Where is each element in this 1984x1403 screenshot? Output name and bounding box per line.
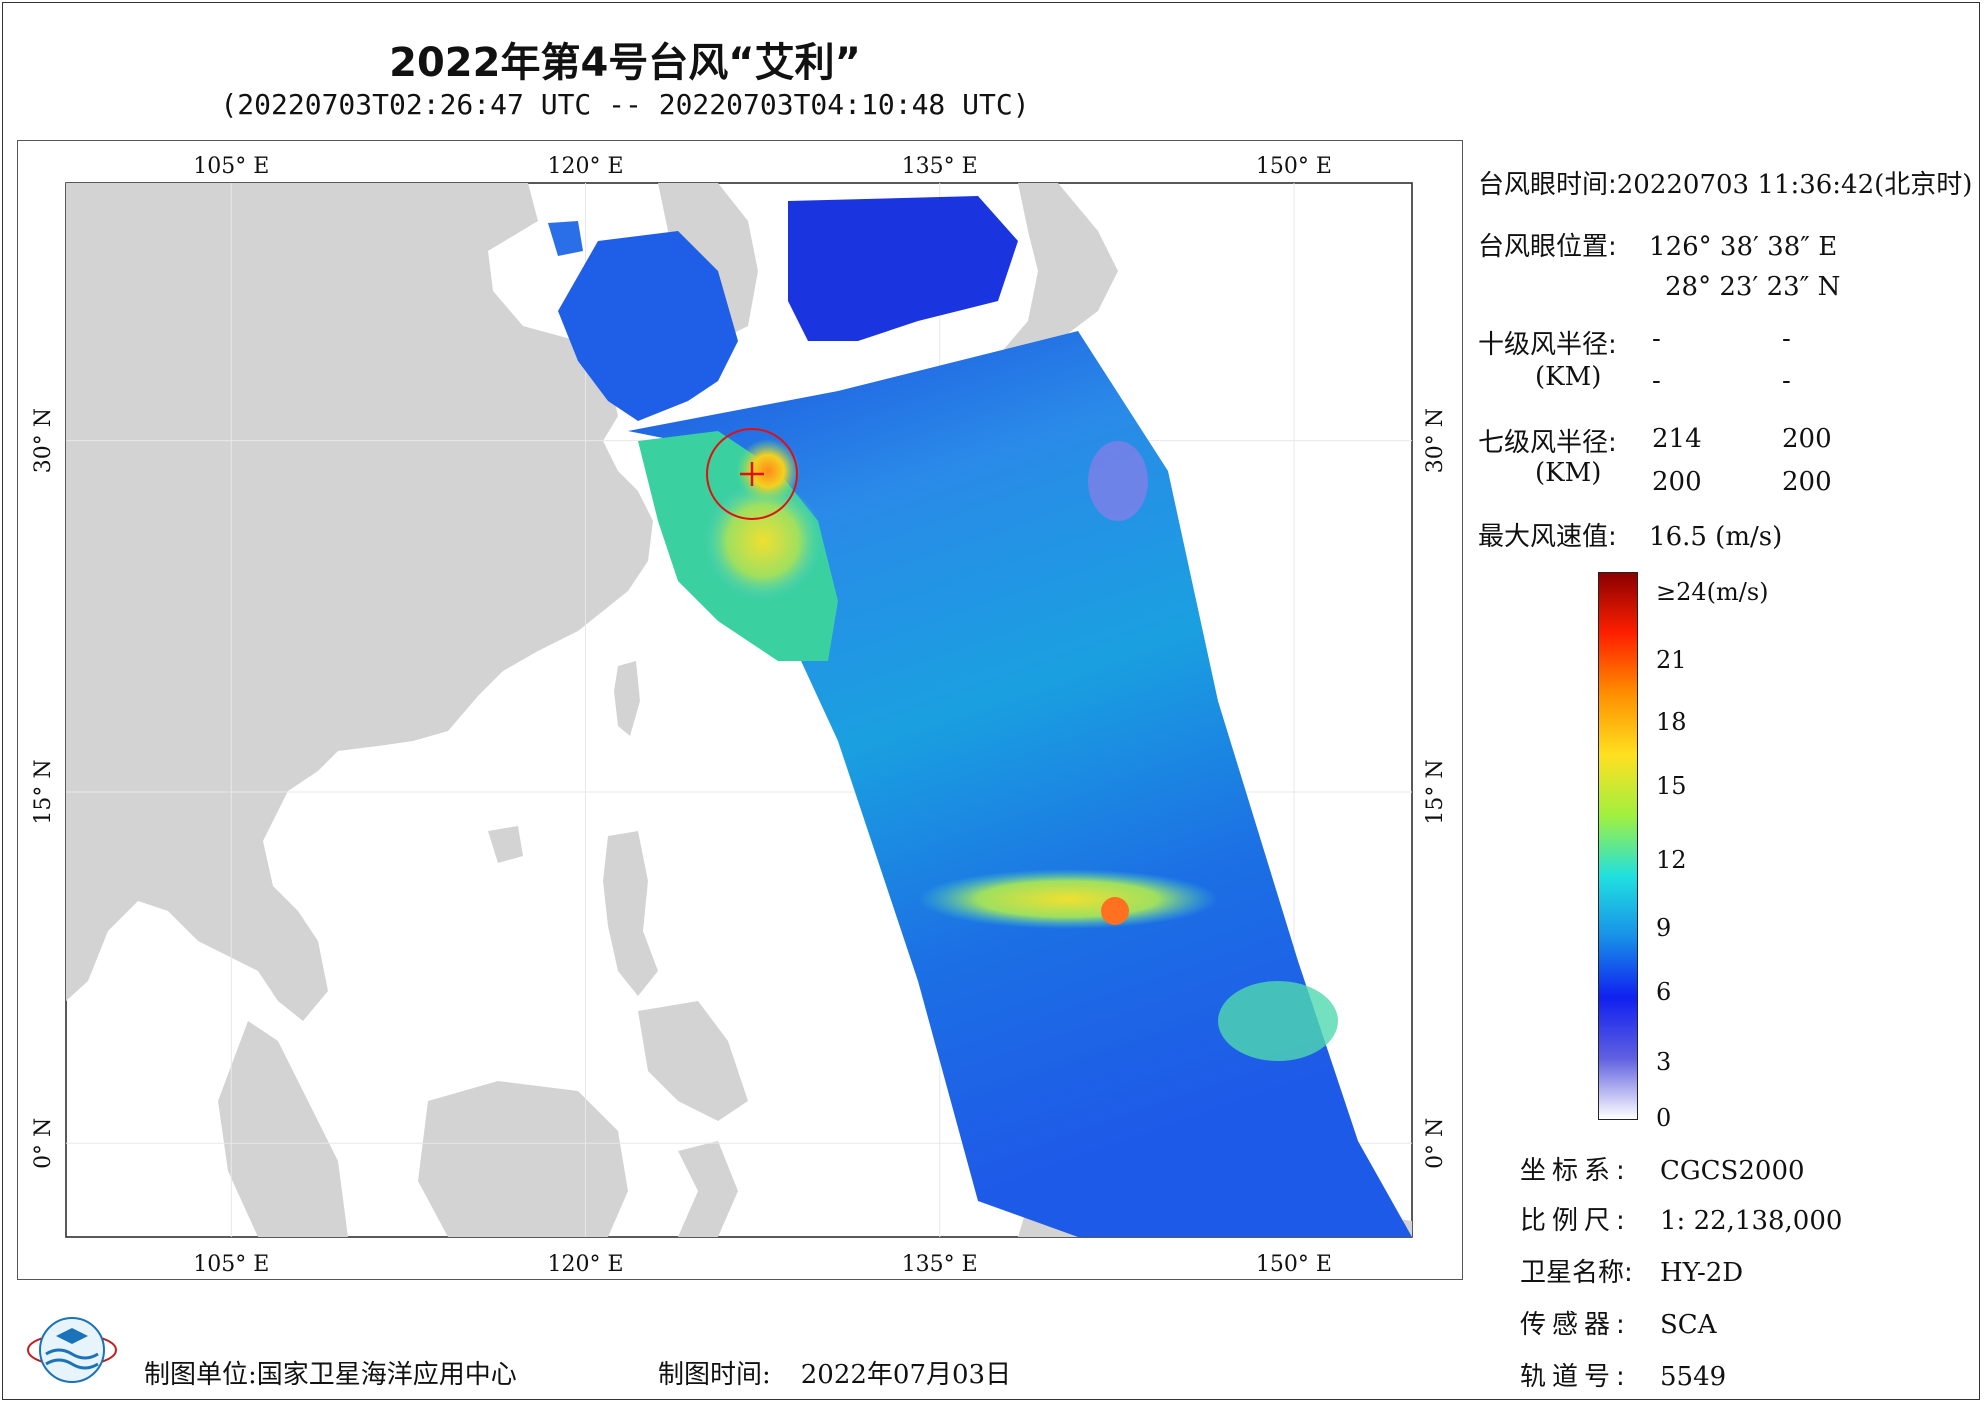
- lon-tick-label-top: 135° E: [902, 154, 978, 179]
- scale-label: 比例尺:: [1520, 1206, 1631, 1236]
- seven-level-wind-circle: [706, 428, 798, 520]
- colorbar-label-24: ≥24(m/s): [1656, 578, 1769, 606]
- wind-field-map[interactable]: 105° E 105° E 120° E 120° E 135° E 135° E 150°…: [18, 141, 1464, 1281]
- colorbar-label-21: 21: [1656, 646, 1687, 674]
- r10-unit: (KM): [1535, 362, 1602, 392]
- r10-value-2: -: [1782, 324, 1791, 354]
- map-panel: 105° E 105° E 120° E 120° E 135° E 135° E 150°…: [17, 140, 1463, 1280]
- max-wind-value: 16.5 (m/s): [1649, 522, 1783, 552]
- r7-value-3: 200: [1652, 467, 1702, 497]
- colorbar-label-9: 9: [1656, 914, 1672, 942]
- typhoon-eye-marker: [740, 462, 764, 486]
- orbit-value: 5549: [1660, 1362, 1727, 1392]
- lon-tick-label-bottom: 120° E: [547, 1252, 623, 1277]
- wind-speed-colorbar: [1598, 572, 1638, 1120]
- orbit-label: 轨道号:: [1520, 1362, 1631, 1392]
- page-title: 2022年第4号台风“艾利”: [389, 40, 861, 86]
- eye-longitude: 126° 38′ 38″ E: [1649, 232, 1838, 262]
- lat-tick-label-left: 30° N: [31, 408, 56, 473]
- eye-time-label: 台风眼时间:: [1478, 170, 1617, 200]
- lat-tick-label-right: 0° N: [1423, 1118, 1448, 1169]
- sensor-label: 传感器:: [1520, 1310, 1631, 1340]
- eye-latitude: 28° 23′ 23″ N: [1665, 272, 1841, 302]
- lon-tick-label-bottom: 105° E: [193, 1252, 269, 1277]
- eye-time-value: 20220703 11:36:42(北京时): [1616, 170, 1973, 200]
- sensor-value: SCA: [1660, 1310, 1717, 1340]
- r7-value-2: 200: [1782, 424, 1832, 454]
- r10-value-3: -: [1652, 366, 1661, 396]
- satellite-value: HY-2D: [1660, 1258, 1744, 1288]
- r7-value-4: 200: [1782, 467, 1832, 497]
- lat-tick-label-right: 30° N: [1423, 408, 1448, 473]
- r10-value-4: -: [1782, 366, 1791, 396]
- r10-label: 十级风半径:: [1478, 330, 1617, 360]
- lat-tick-label-left: 15° N: [31, 759, 56, 824]
- colorbar-label-0: 0: [1656, 1104, 1672, 1132]
- lon-tick-label-top: 105° E: [193, 154, 269, 179]
- colorbar-label-18: 18: [1656, 708, 1687, 736]
- lat-tick-label-right: 15° N: [1423, 759, 1448, 824]
- colorbar-label-3: 3: [1656, 1048, 1672, 1076]
- crs-value: CGCS2000: [1660, 1156, 1805, 1186]
- r7-label: 七级风半径:: [1478, 428, 1617, 458]
- land-layer: [66, 183, 1412, 1237]
- lon-tick-label-bottom: 135° E: [902, 1252, 978, 1277]
- r10-value-1: -: [1652, 324, 1661, 354]
- max-wind-label: 最大风速值:: [1478, 522, 1617, 552]
- time-range-subtitle: (20220703T02:26:47 UTC -- 20220703T04:10…: [220, 88, 1030, 121]
- satellite-label: 卫星名称:: [1520, 1258, 1633, 1288]
- axis-tick-labels: 105° E 105° E 120° E 120° E 135° E 135° E 150°…: [31, 154, 1448, 1277]
- r7-value-1: 214: [1652, 424, 1702, 454]
- producer-value: 国家卫星海洋应用中心: [256, 1360, 517, 1390]
- production-time-label: 制图时间:: [658, 1360, 771, 1390]
- graticule: [66, 183, 1412, 1237]
- scale-value: 1: 22,138,000: [1660, 1206, 1843, 1236]
- r7-unit: (KM): [1535, 458, 1602, 488]
- lon-tick-label-top: 150° E: [1256, 154, 1332, 179]
- crs-label: 坐标系:: [1520, 1156, 1631, 1186]
- lon-tick-label-bottom: 150° E: [1256, 1252, 1332, 1277]
- colorbar-label-6: 6: [1656, 978, 1672, 1006]
- nsoas-logo-icon: [27, 1317, 117, 1383]
- producer-label: 制图单位:: [144, 1360, 257, 1390]
- eye-position-label: 台风眼位置:: [1478, 232, 1617, 262]
- wind-swath: [548, 196, 1412, 1237]
- colorbar-label-12: 12: [1656, 846, 1687, 874]
- lat-tick-label-left: 0° N: [31, 1118, 56, 1169]
- production-time-value: 2022年07月03日: [800, 1360, 1012, 1390]
- lon-tick-label-top: 120° E: [547, 154, 623, 179]
- colorbar-label-15: 15: [1656, 772, 1687, 800]
